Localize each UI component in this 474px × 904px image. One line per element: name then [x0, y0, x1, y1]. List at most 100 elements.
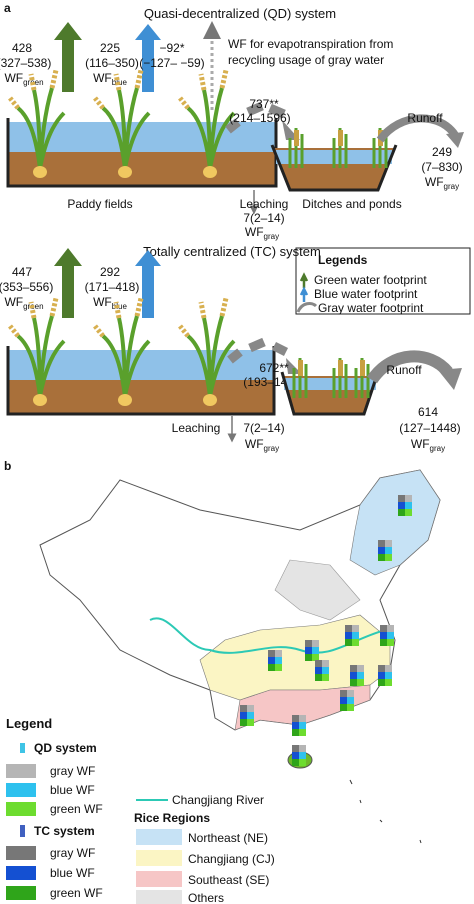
map-bar	[322, 667, 329, 674]
range: (327–538)	[0, 56, 51, 70]
runoff-label: Runoff	[386, 363, 422, 377]
green-arrow	[54, 248, 82, 318]
map-bar	[345, 625, 352, 632]
map-bar	[315, 674, 322, 681]
map-bar	[312, 654, 319, 661]
range: (171–418)	[85, 280, 140, 294]
map-bar	[312, 640, 319, 647]
map-bar	[347, 690, 354, 697]
map-bar	[387, 632, 394, 639]
wf: WF	[93, 71, 112, 85]
map-bar	[352, 639, 359, 646]
swatch	[136, 890, 182, 904]
map-bar	[352, 625, 359, 632]
leaching-label: Leaching	[240, 197, 289, 211]
islands	[349, 779, 422, 844]
map-bar	[305, 647, 312, 654]
tc-icon	[20, 825, 25, 837]
green-arrow	[54, 22, 82, 92]
map-bar	[385, 665, 392, 672]
panel-label: a	[4, 1, 11, 15]
swatch	[6, 764, 36, 778]
map-bar	[378, 672, 385, 679]
range: (7–830)	[421, 160, 462, 174]
value: 428	[12, 41, 32, 55]
value: 249	[432, 145, 452, 159]
blue-arrow	[135, 24, 161, 92]
legend-item: green WF	[50, 802, 103, 816]
qd-title: Quasi-decentralized (QD) system	[144, 6, 336, 21]
paddy-label: Paddy fields	[67, 197, 132, 211]
map-bars	[240, 495, 412, 766]
map-bar	[340, 690, 347, 697]
wf-sub: gray	[264, 232, 280, 241]
map-bar	[275, 650, 282, 657]
note: WF for evapotranspiration from	[228, 37, 393, 51]
panel-label: b	[4, 459, 11, 473]
region-others	[274, 559, 361, 621]
paddy-box	[6, 346, 276, 416]
wf-label: WFgray	[411, 437, 445, 453]
map-bar	[357, 679, 364, 686]
map-bar	[352, 632, 359, 639]
runoff-label: Runoff	[407, 111, 443, 125]
value: 7(2–14)	[243, 421, 284, 435]
map-bar	[385, 554, 392, 561]
legend-item: Northeast (NE)	[188, 831, 268, 845]
swatch	[136, 850, 182, 866]
map-bar	[380, 625, 387, 632]
value: 292	[100, 265, 120, 279]
legend-item: Blue water footprint	[314, 287, 418, 301]
map-bar	[247, 705, 254, 712]
map-bar	[350, 679, 357, 686]
map-bar	[380, 639, 387, 646]
map-bar	[387, 639, 394, 646]
legend-title: Legends	[318, 253, 368, 267]
leaching-label: Leaching	[172, 421, 221, 435]
wf: WF	[425, 175, 444, 189]
map-bar	[385, 547, 392, 554]
map-bar	[292, 729, 299, 736]
map-bar	[299, 722, 306, 729]
swatch	[136, 871, 182, 887]
map	[39, 469, 441, 844]
swatch	[6, 866, 36, 880]
wf: WF	[411, 437, 430, 451]
map-bar	[299, 752, 306, 759]
legend-item: Green water footprint	[314, 273, 427, 287]
map-bar	[385, 679, 392, 686]
legend-icon	[296, 302, 318, 313]
map-bar	[345, 632, 352, 639]
flow-dashes	[227, 337, 289, 364]
map-bar	[350, 665, 357, 672]
value: −92*	[159, 41, 184, 55]
soil	[8, 152, 276, 186]
map-bar	[315, 667, 322, 674]
range: (127–1448)	[399, 421, 460, 435]
value: 737**	[249, 97, 279, 111]
map-bar	[299, 745, 306, 752]
swatch	[6, 802, 36, 816]
legend-item: Southeast (SE)	[188, 873, 269, 887]
swatch	[6, 783, 36, 797]
wf-label: WFgray	[245, 225, 279, 241]
map-bar	[299, 759, 306, 766]
map-bar	[398, 509, 405, 516]
map-bar	[378, 547, 385, 554]
legend-item: Gray water footprint	[318, 301, 424, 315]
legend-group: QD system	[34, 741, 97, 755]
runoff-head	[446, 132, 464, 148]
map-bar	[345, 639, 352, 646]
map-bar	[405, 495, 412, 502]
wf-label: WFgray	[425, 175, 459, 191]
value: 672**	[259, 361, 289, 375]
note: recycling usage of gray water	[228, 53, 384, 67]
legend-item: gray WF	[50, 764, 95, 778]
wf-label: WFgray	[245, 437, 279, 453]
range: (353–556)	[0, 280, 53, 294]
map-bar	[340, 697, 347, 704]
map-bar	[357, 672, 364, 679]
map-bar	[268, 664, 275, 671]
